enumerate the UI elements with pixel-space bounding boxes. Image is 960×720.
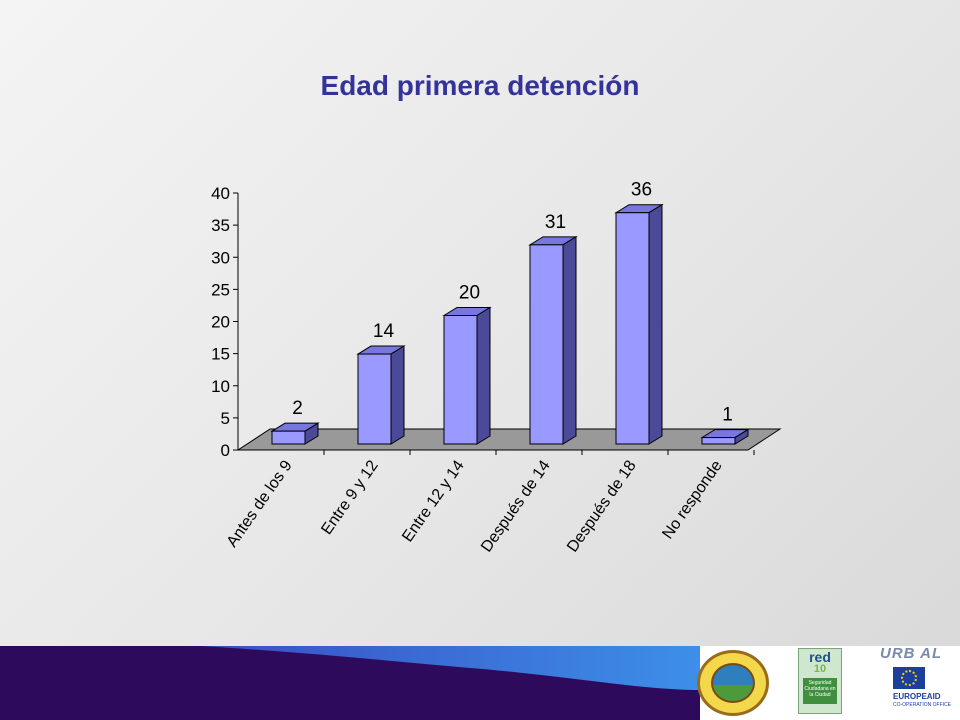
data-label: 1 xyxy=(722,405,733,426)
bar xyxy=(614,203,664,445)
chart-bars xyxy=(270,203,750,445)
europeaid-subtitle: CO-OPERATION OFFICE xyxy=(893,702,951,708)
y-tick-label: 5 xyxy=(221,409,230,428)
y-tick-label: 25 xyxy=(211,280,230,299)
bar-front xyxy=(271,430,306,445)
red10-subtitle: Seguridad Ciudadana en la Ciudad xyxy=(803,678,837,704)
red10-number: 10 xyxy=(813,663,827,675)
europeaid-word: EUROPEAID xyxy=(893,692,941,701)
eu-flag-icon xyxy=(893,667,925,689)
bar-front xyxy=(443,315,478,445)
data-labels: 2 14 20 31 36 1 xyxy=(292,180,733,426)
y-tick-label: 35 xyxy=(211,216,230,235)
europeaid-logo: EUROPEAID CO-OPERATION OFFICE xyxy=(893,692,951,710)
data-label: 31 xyxy=(545,212,566,233)
y-tick-label: 40 xyxy=(211,184,230,203)
bar-front xyxy=(615,212,650,445)
data-label: 2 xyxy=(292,398,303,419)
bar-front xyxy=(701,437,736,445)
bar xyxy=(356,345,406,445)
bar xyxy=(442,306,492,445)
y-tick-label: 0 xyxy=(221,441,230,460)
data-label: 20 xyxy=(459,283,480,304)
red10-word: red xyxy=(809,649,831,665)
bar-front xyxy=(357,353,392,445)
seal-emblem-icon xyxy=(711,663,755,703)
y-tick-label: 30 xyxy=(211,248,230,267)
data-label: 36 xyxy=(631,180,652,201)
bar-front xyxy=(529,244,564,445)
y-tick-label: 20 xyxy=(211,313,230,332)
y-tick-label: 15 xyxy=(211,345,230,364)
municipality-seal-logo xyxy=(697,650,769,716)
bar xyxy=(270,422,320,445)
urbal-logo: URB AL xyxy=(880,645,943,662)
slide-title: Edad primera detención xyxy=(320,70,640,101)
y-axis: 0 5 10 15 20 25 30 35 40 xyxy=(211,184,239,460)
eu-stars-icon xyxy=(901,670,917,686)
bar xyxy=(700,428,750,445)
data-label: 14 xyxy=(373,321,395,342)
bar xyxy=(528,235,578,445)
y-tick-label: 10 xyxy=(211,377,230,396)
red10-logo: red 10 Seguridad Ciudadana en la Ciudad xyxy=(798,648,842,714)
footer-dark-band xyxy=(0,646,700,720)
